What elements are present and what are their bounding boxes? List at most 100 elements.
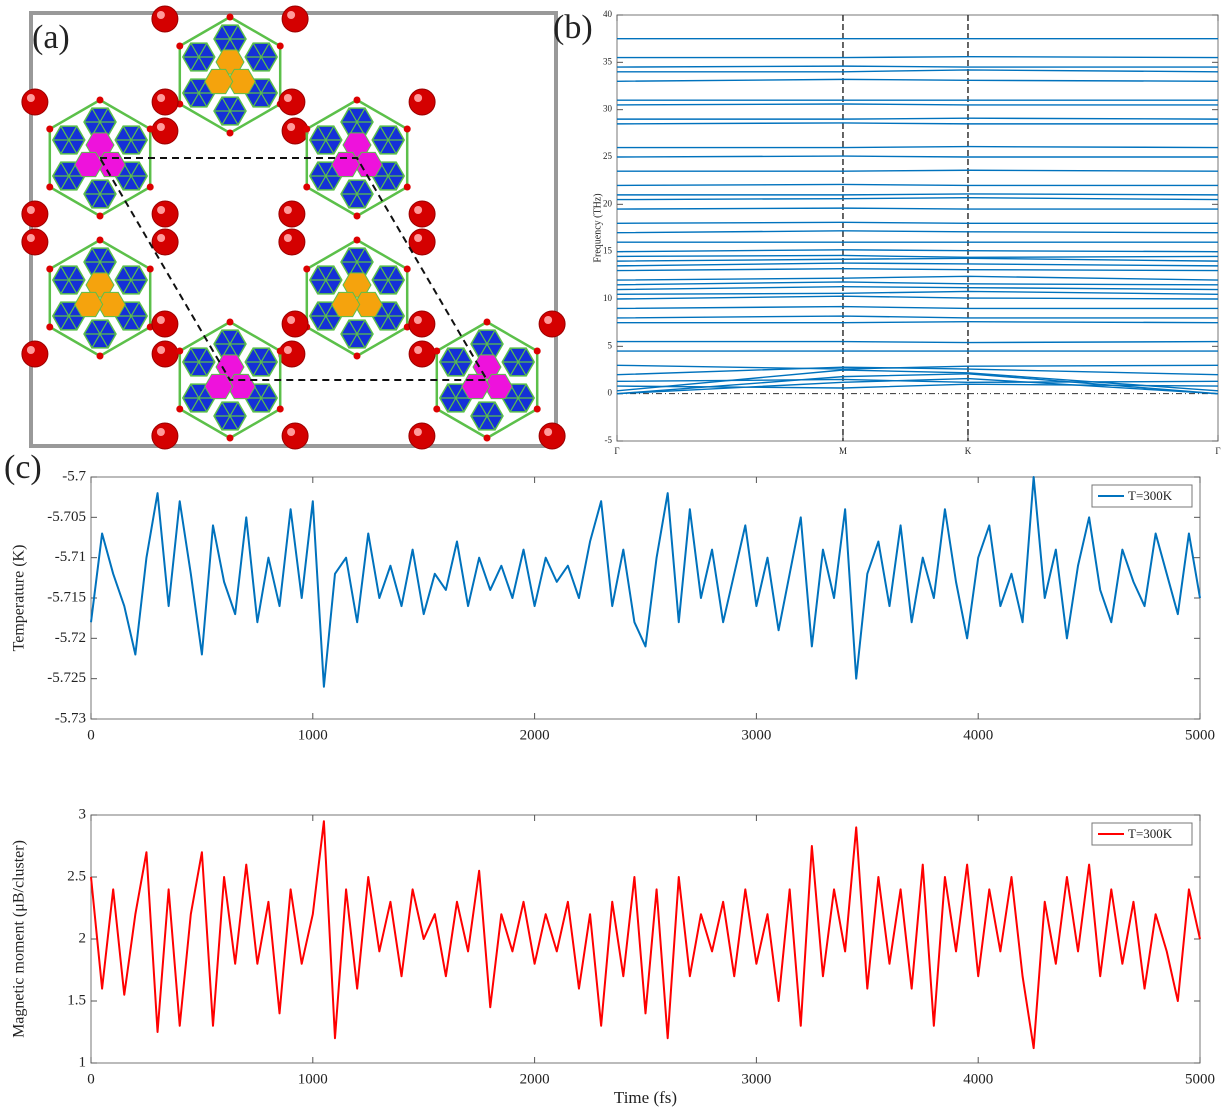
small-atom [176,406,183,413]
small-atom [534,348,541,355]
x-tick-label: 2000 [520,727,550,743]
atom-shine [544,316,552,324]
large-atom [279,341,305,367]
panel-label: (a) [32,19,70,56]
large-atom [409,423,435,449]
small-atom [277,348,284,355]
large-atom [152,6,178,32]
large-atom [409,201,435,227]
small-atom [227,435,234,442]
y-tick-label: 3 [79,806,87,822]
atom-shine [287,11,295,19]
small-atom [277,43,284,50]
large-atom [282,423,308,449]
small-atom [534,406,541,413]
atom-shine [414,428,422,436]
small-atom [227,130,234,137]
x-tick-label: 5000 [1185,727,1215,743]
figure: (a) (b) (c) -50510152025303540ΓMKΓFreque… [0,0,1222,1111]
atom-shine [544,428,552,436]
atom-shine [157,234,165,242]
small-atom [46,184,53,191]
large-atom [152,229,178,255]
small-atom [404,126,411,133]
y-tick-label: 20 [603,198,613,208]
atom-shine [414,234,422,242]
atom-shine [157,428,165,436]
atom-shine [414,94,422,102]
large-atom [152,423,178,449]
atom-shine [284,94,292,102]
small-atom [176,348,183,355]
small-atom [46,324,53,331]
small-atom [97,237,104,244]
atom-shine [157,206,165,214]
atom-shine [284,346,292,354]
small-atom [354,237,361,244]
y-tick-label: 30 [603,104,613,114]
small-atom [354,213,361,220]
large-atom [539,423,565,449]
large-atom [282,6,308,32]
small-atom [354,353,361,360]
y-axis-label: Temperature (K) [11,545,28,652]
x-tick-label: 0 [87,1071,95,1087]
y-axis-label: Magnetic moment (μB/cluster) [11,840,28,1038]
y-tick-label: 1.5 [67,992,86,1008]
large-atom [22,89,48,115]
large-atom [409,229,435,255]
y-tick-label: -5.715 [47,589,86,605]
small-atom [147,266,154,273]
y-tick-label: 1 [79,1054,87,1070]
large-atom [279,201,305,227]
x-tick-label: 5000 [1185,1071,1215,1087]
y-tick-label: 2.5 [67,868,86,884]
small-atom [46,126,53,133]
small-atom [277,406,284,413]
plot-frame [617,15,1218,441]
x-tick-label: Γ [614,446,619,456]
y-tick-label: 25 [603,151,613,161]
large-atom [152,201,178,227]
small-atom [433,348,440,355]
atom-shine [414,206,422,214]
panel-label: (b) [553,9,593,46]
y-tick-label: 10 [603,293,613,303]
atom-shine [27,94,35,102]
atom-shine [27,346,35,354]
y-tick-label: 35 [603,56,613,66]
small-atom [227,319,234,326]
large-atom [152,89,178,115]
large-atom [279,229,305,255]
large-atom [152,311,178,337]
legend-label: T=300K [1128,488,1173,503]
atom-shine [287,123,295,131]
atom-shine [284,234,292,242]
small-atom [97,213,104,220]
y-tick-label: -5.705 [47,509,86,525]
large-atom [409,89,435,115]
small-atom [404,184,411,191]
y-tick-label: -5.73 [55,710,86,726]
x-tick-label: 3000 [741,727,771,743]
small-atom [354,97,361,104]
atom-shine [157,346,165,354]
y-tick-label: 15 [603,246,613,256]
small-atom [303,184,310,191]
large-atom [539,311,565,337]
x-tick-label: 1000 [298,1071,328,1087]
y-tick-label: 5 [608,340,613,350]
y-tick-label: -5.7 [62,468,86,484]
x-tick-label: 4000 [963,727,993,743]
y-tick-label: -5.71 [55,549,86,565]
x-tick-label: Γ [1215,446,1220,456]
large-atom [22,229,48,255]
y-tick-label: -5.725 [47,670,86,686]
atom-shine [27,234,35,242]
small-atom [147,184,154,191]
atom-shine [157,11,165,19]
plot-frame [91,815,1200,1063]
small-atom [303,126,310,133]
y-tick-label: -5.72 [55,630,86,646]
panel-label: (c) [4,449,42,486]
